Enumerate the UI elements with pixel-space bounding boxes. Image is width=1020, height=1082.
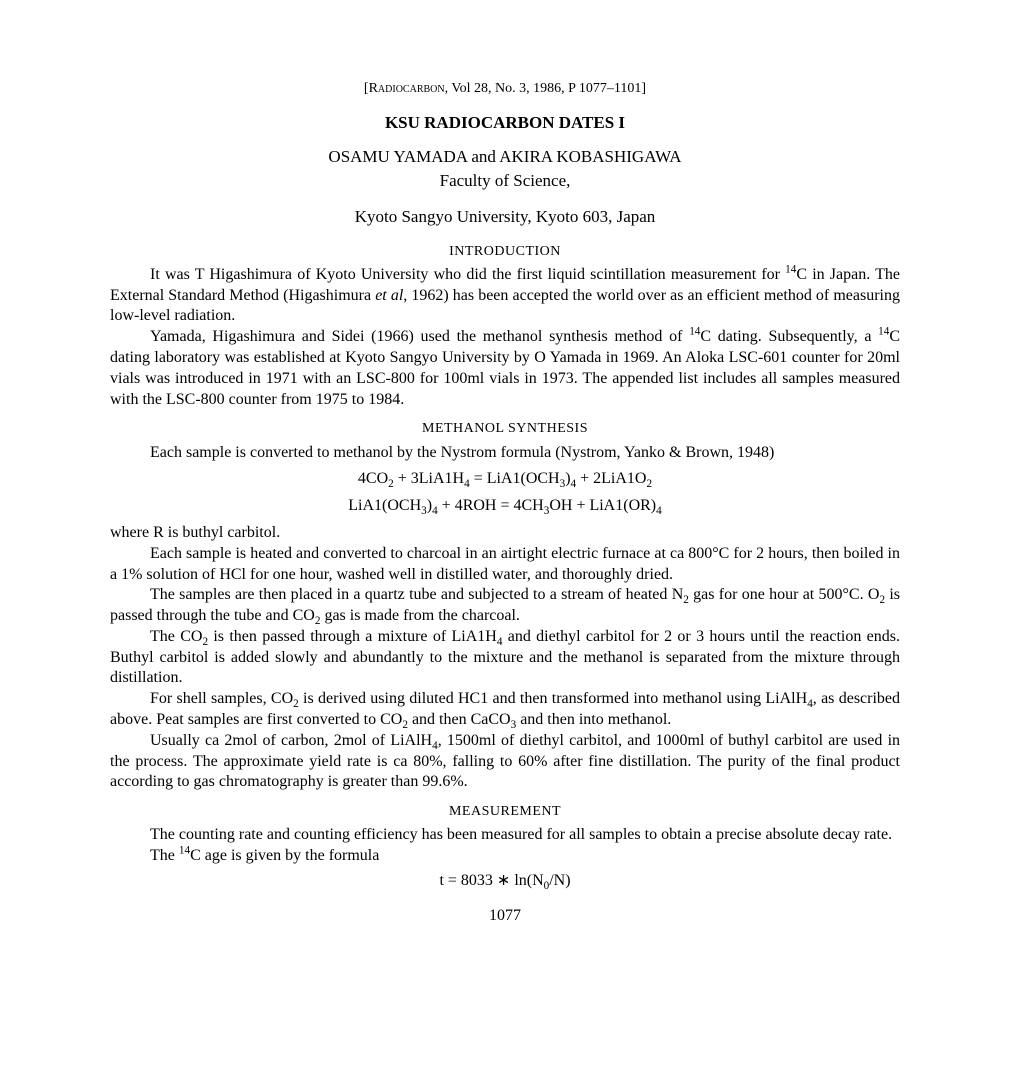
methanol-paragraph-2: where R is buthyl carbitol. (110, 523, 900, 544)
methanol-paragraph-1: Each sample is converted to methanol by … (110, 443, 900, 464)
journal-citation: [Radiocarbon, Vol 28, No. 3, 1986, P 107… (110, 80, 900, 98)
intro-paragraph-1: It was T Higashimura of Kyoto University… (110, 265, 900, 327)
section-heading-introduction: INTRODUCTION (110, 243, 900, 261)
measurement-paragraph-1: The counting rate and counting efficienc… (110, 825, 900, 846)
paper-title: KSU RADIOCARBON DATES I (110, 112, 900, 134)
section-heading-methanol: METHANOL SYNTHESIS (110, 420, 900, 438)
equation-1: 4CO2 + 3LiA1H4 = LiA1(OCH3)4 + 2LiA1O2 (110, 469, 900, 490)
section-heading-measurement: MEASUREMENT (110, 803, 900, 821)
intro-paragraph-2: Yamada, Higashimura and Sidei (1966) use… (110, 327, 900, 410)
methanol-paragraph-5: The CO2 is then passed through a mixture… (110, 627, 900, 689)
methanol-paragraph-3: Each sample is heated and converted to c… (110, 544, 900, 586)
methanol-paragraph-7: Usually ca 2mol of carbon, 2mol of LiAlH… (110, 731, 900, 793)
page-number: 1077 (110, 906, 900, 927)
affiliation-line-1: Faculty of Science, (110, 170, 900, 192)
authors: OSAMU YAMADA and AKIRA KOBASHIGAWA (110, 146, 900, 168)
equation-2: LiA1(OCH3)4 + 4ROH = 4CH3OH + LiA1(OR)4 (110, 496, 900, 517)
methanol-paragraph-4: The samples are then placed in a quartz … (110, 585, 900, 627)
affiliation-line-2: Kyoto Sangyo University, Kyoto 603, Japa… (110, 206, 900, 228)
measurement-paragraph-2: The 14C age is given by the formula (110, 846, 900, 867)
methanol-paragraph-6: For shell samples, CO2 is derived using … (110, 689, 900, 731)
age-formula: t = 8033 ∗ ln(N0/N) (110, 871, 900, 892)
